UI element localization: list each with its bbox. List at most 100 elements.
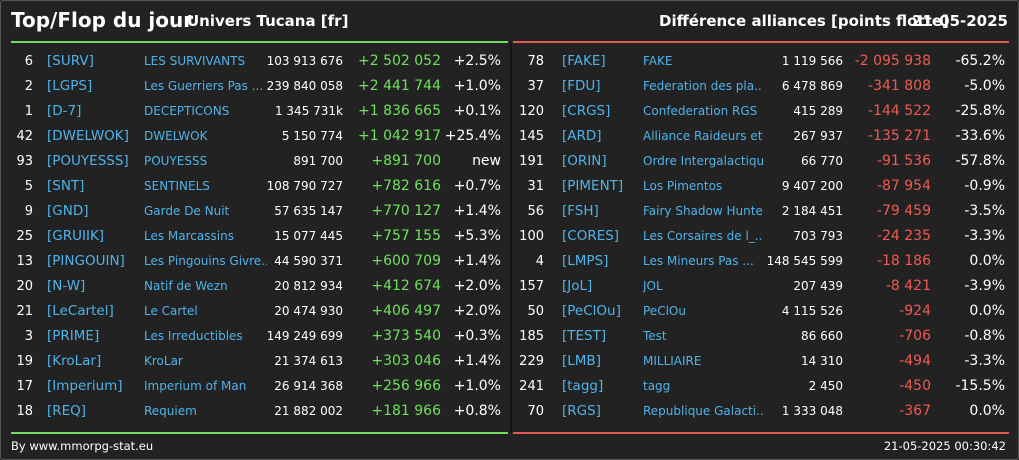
percent-change: -65.2%: [955, 53, 1005, 69]
alliance-name-link[interactable]: Confederation RGS: [643, 104, 758, 118]
alliance-name-link[interactable]: Les Guerriers Pas ...: [144, 79, 264, 93]
alliance-tag-link[interactable]: [KroLar]: [47, 353, 102, 369]
alliance-tag-link[interactable]: [SNT]: [47, 178, 85, 194]
alliance-tag-link[interactable]: [ARD]: [562, 128, 602, 144]
alliance-name-link[interactable]: Imperium of Man: [144, 379, 247, 393]
alliance-name-link[interactable]: DWELWOK: [144, 129, 208, 143]
alliance-name-link[interactable]: JOL: [643, 279, 663, 293]
percent-change: +1.4%: [453, 353, 501, 369]
alliance-name-link[interactable]: Les Corsaires de l_...: [643, 229, 763, 243]
alliance-name-link[interactable]: tagg: [643, 379, 671, 393]
alliance-tag-link[interactable]: [N-W]: [47, 278, 86, 294]
percent-change: new: [472, 153, 501, 169]
alliance-points: 4 115 526: [781, 304, 843, 318]
alliance-name-link[interactable]: Federation des pla...: [643, 79, 763, 93]
alliance-points: 9 407 200: [781, 179, 843, 193]
alliance-name-link[interactable]: Natif de Wezn: [144, 279, 228, 293]
alliance-tag-link[interactable]: [CORES]: [562, 228, 620, 244]
percent-change: -57.8%: [955, 153, 1005, 169]
points-difference: -706: [899, 328, 931, 344]
alliance-name-link[interactable]: Les Mineurs Pas ...: [643, 254, 754, 268]
alliance-name-link[interactable]: Republique Galacti...: [643, 404, 763, 418]
alliance-name-link[interactable]: Le Cartel: [144, 304, 198, 318]
alliance-points: 15 077 445: [274, 229, 343, 243]
alliance-tag-link[interactable]: [PeClOu]: [562, 303, 621, 319]
alliance-tag-link[interactable]: [LMPS]: [562, 253, 609, 269]
alliance-tag-link[interactable]: [D-7]: [47, 103, 82, 119]
alliance-tag-link[interactable]: [CRGS]: [562, 103, 611, 119]
alliance-name-link[interactable]: Test: [643, 329, 667, 343]
alliance-tag-link[interactable]: [FDU]: [562, 78, 601, 94]
alliance-name-link[interactable]: Les Marcassins: [144, 229, 234, 243]
alliance-name-link[interactable]: PeClOu: [643, 304, 686, 318]
alliance-rank: 42: [16, 129, 33, 144]
alliance-tag-link[interactable]: [FAKE]: [562, 53, 606, 69]
flop-row: 56 [FSH] Fairy Shadow Hunte... 2 184 451 -79…: [1, 199, 1019, 224]
header: Top/Flop du jour Univers Tucana [fr] Dif…: [1, 1, 1019, 41]
percent-change: +1.0%: [453, 78, 501, 94]
alliance-points: 103 913 676: [266, 54, 343, 68]
points-difference: +303 046: [371, 353, 441, 369]
alliance-name-link[interactable]: SENTINELS: [144, 179, 210, 193]
alliance-name-link[interactable]: Los Pimentos: [643, 179, 723, 193]
flop-row: 37 [FDU] Federation des pla... 6 478 869 -34…: [1, 74, 1019, 99]
alliance-points: 26 914 368: [274, 379, 343, 393]
alliance-tag-link[interactable]: [FSH]: [562, 203, 599, 219]
flop-row: 78 [FAKE] FAKE 1 119 566 -2 095 938 -65.2%: [1, 49, 1019, 74]
points-difference: -144 522: [868, 103, 931, 119]
points-difference: +256 966: [371, 378, 441, 394]
alliance-name-link[interactable]: KroLar: [144, 354, 183, 368]
alliance-tag-link[interactable]: [SURV]: [47, 53, 94, 69]
alliance-points: 1 345 731k: [274, 104, 343, 118]
alliance-tag-link[interactable]: [PRIME]: [47, 328, 100, 344]
percent-change: -3.9%: [964, 278, 1005, 294]
alliance-tag-link[interactable]: [ORIN]: [562, 153, 607, 169]
flop-row: 229 [LMB] MILLIAIRE 14 310 -494 -3.3%: [1, 349, 1019, 374]
alliance-name-link[interactable]: Ordre Intergalactiqu...: [643, 154, 763, 168]
alliance-name-link[interactable]: Les Irreductibles: [144, 329, 243, 343]
column-separator: [510, 42, 512, 433]
alliance-tag-link[interactable]: [REQ]: [47, 403, 87, 419]
alliance-tag-link[interactable]: [DWELWOK]: [47, 128, 129, 144]
points-difference: -135 271: [868, 128, 931, 144]
alliance-name-link[interactable]: Requiem: [144, 404, 197, 418]
alliance-tag-link[interactable]: [TEST]: [562, 328, 607, 344]
alliance-points: 108 790 727: [266, 179, 343, 193]
alliance-tag-link[interactable]: [LMB]: [562, 353, 601, 369]
points-difference: +181 966: [371, 403, 441, 419]
percent-change: -5.0%: [964, 78, 1005, 94]
alliance-name-link[interactable]: POUYESSS: [144, 154, 208, 168]
alliance-name-link[interactable]: FAKE: [643, 54, 673, 68]
alliance-points: 415 289: [793, 104, 843, 118]
alliance-tag-link[interactable]: [Imperium]: [47, 378, 123, 394]
alliance-name-link[interactable]: Les Pingouins Givre...: [144, 254, 267, 268]
alliance-tag-link[interactable]: [LeCartel]: [47, 303, 114, 319]
points-difference: -2 095 938: [854, 53, 931, 69]
alliance-rank: 17: [16, 379, 33, 394]
alliance-name-link[interactable]: DECEPTICONS: [144, 104, 230, 118]
alliance-rank: 9: [24, 204, 33, 219]
alliance-tag-link[interactable]: [LGPS]: [47, 78, 93, 94]
alliance-tag-link[interactable]: [RGS]: [562, 403, 601, 419]
flop-row: 157 [JoL] JOL 207 439 -8 421 -3.9%: [1, 274, 1019, 299]
alliance-tag-link[interactable]: [GND]: [47, 203, 89, 219]
alliance-rank: 70: [527, 404, 544, 419]
points-difference: -79 459: [876, 203, 931, 219]
alliance-tag-link[interactable]: [tagg]: [562, 378, 604, 394]
alliance-tag-link[interactable]: [PINGOUIN]: [47, 253, 125, 269]
percent-change: +2.0%: [453, 303, 501, 319]
alliance-name-link[interactable]: LES SURVIVANTS: [144, 54, 246, 68]
alliance-tag-link[interactable]: [JoL]: [562, 278, 593, 294]
alliance-tag-link[interactable]: [POUYESSS]: [47, 153, 129, 169]
points-difference: +782 616: [371, 178, 441, 194]
alliance-tag-link[interactable]: [GRUIIK]: [47, 228, 105, 244]
alliance-tag-link[interactable]: [PIMENT]: [562, 178, 624, 194]
alliance-name-link[interactable]: Alliance Raideurs et...: [643, 129, 763, 143]
percent-change: 0.0%: [969, 303, 1005, 319]
alliance-name-link[interactable]: Garde De Nuit: [144, 204, 230, 218]
alliance-name-link[interactable]: MILLIAIRE: [643, 354, 702, 368]
alliance-points: 21 882 002: [274, 404, 343, 418]
percent-change: -25.8%: [955, 103, 1005, 119]
percent-change: +0.8%: [453, 403, 501, 419]
alliance-name-link[interactable]: Fairy Shadow Hunte...: [643, 204, 763, 218]
